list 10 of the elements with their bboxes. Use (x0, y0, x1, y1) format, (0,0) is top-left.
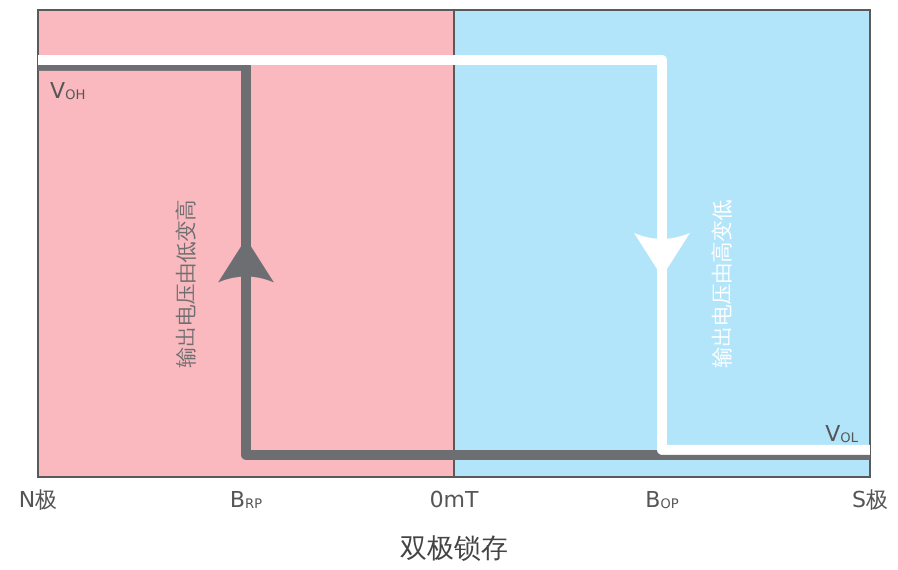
annotation: 输出电压由低变高 (174, 200, 198, 368)
x-tick-label: S极 (852, 488, 888, 513)
annotation: V$_{OL}$ (825, 422, 859, 447)
x-axis-title: 双极锁存 (400, 533, 508, 564)
x-tick-label: B$_{RP}$ (230, 488, 262, 513)
x-tick-label: 0mT (430, 488, 479, 513)
x-tick-label: B$_{OP}$ (645, 488, 679, 513)
annotation: 输出电压由高变低 (710, 200, 734, 368)
x-tick-label: N极 (18, 488, 58, 513)
annotation: V$_{OH}$ (50, 78, 86, 104)
